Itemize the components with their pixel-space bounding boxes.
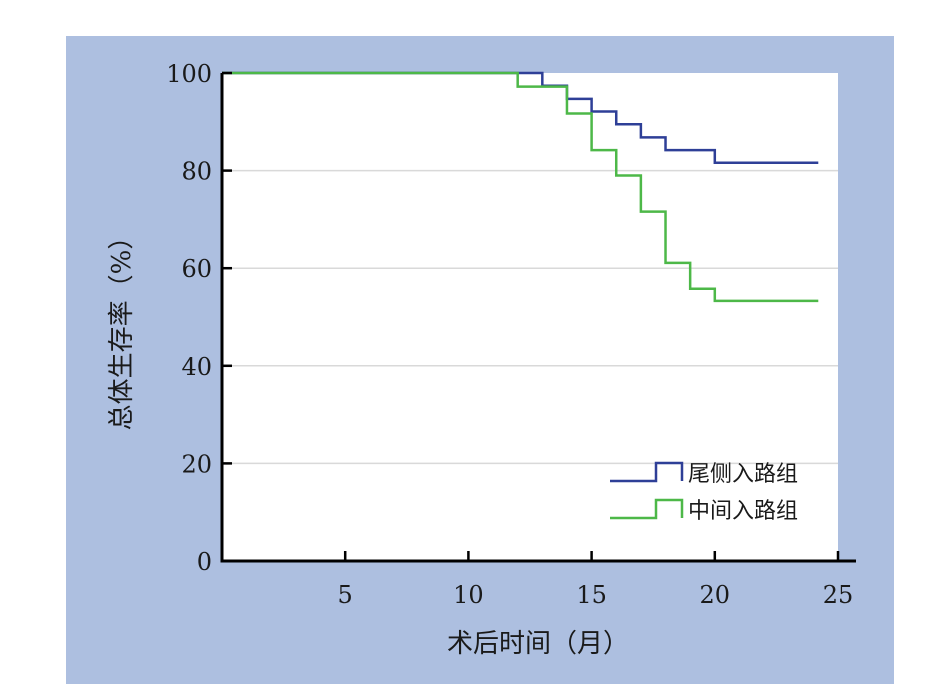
axes xyxy=(220,71,856,563)
legend-label-2: 中间入路组 xyxy=(688,499,798,524)
series-layer xyxy=(222,71,819,303)
y-tick-label: 60 xyxy=(181,255,212,283)
x-tick-label: 5 xyxy=(338,581,353,609)
legend-swatch-1 xyxy=(610,461,684,483)
x-axis-label: 术后时间（月） xyxy=(447,629,629,659)
survival-chart: 5 10 15 20 25 0 20 40 60 80 100 术后时间（月） 总体生存率（%） 尾… xyxy=(66,36,894,684)
plot-background xyxy=(222,73,838,561)
legend-swatch-2 xyxy=(610,498,684,520)
x-tick-label: 25 xyxy=(823,581,854,609)
y-tick-label: 0 xyxy=(197,548,212,576)
chart-frame: 5 10 15 20 25 0 20 40 60 80 100 术后时间（月） 总体生存率（%） 尾… xyxy=(66,36,894,684)
tick-labels: 5 10 15 20 25 0 20 40 60 80 100 xyxy=(166,60,853,609)
y-tick-label: 20 xyxy=(181,450,212,478)
series-line-2 xyxy=(222,71,819,303)
y-tick-label: 80 xyxy=(181,158,212,186)
y-tick-label: 100 xyxy=(166,60,212,88)
y-axis-label: 总体生存率（%） xyxy=(107,224,137,431)
gridlines xyxy=(222,169,838,465)
y-tick-label: 40 xyxy=(181,353,212,381)
x-tick-label: 10 xyxy=(453,581,484,609)
legend-label-1: 尾侧入路组 xyxy=(688,462,798,487)
x-tick-label: 15 xyxy=(576,581,607,609)
x-tick-label: 20 xyxy=(700,581,731,609)
